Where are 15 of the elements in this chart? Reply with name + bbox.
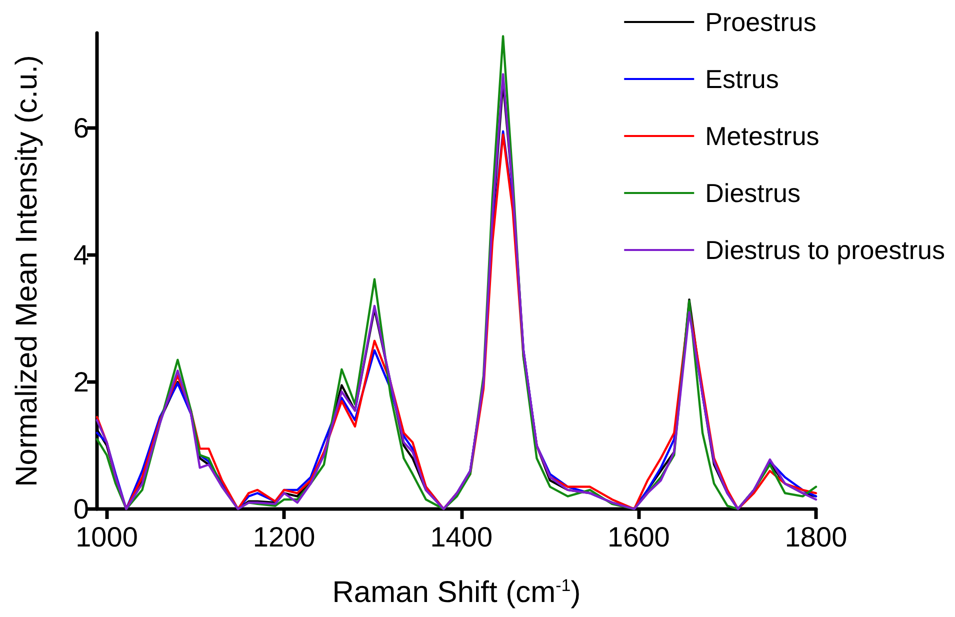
x-tick-label: 1400 xyxy=(430,522,493,552)
y-axis-title: Normalized Mean Intensity (c.u.) xyxy=(10,55,44,487)
y-tick-label: 2 xyxy=(73,366,89,398)
legend-label: Estrus xyxy=(705,64,779,94)
y-tick-label: 6 xyxy=(73,112,89,144)
x-tick-label: 1200 xyxy=(252,522,316,552)
legend-label: Diestrus to proestrus xyxy=(705,235,946,265)
x-tick-label: 1000 xyxy=(76,522,138,552)
y-tick-label: 4 xyxy=(73,240,89,271)
legend-label: Metestrus xyxy=(705,121,820,151)
legend-label: Diestrus xyxy=(705,178,800,208)
y-tick-label: 0 xyxy=(73,494,89,524)
x-tick-label: 1600 xyxy=(608,522,670,552)
legend-label: Proestrus xyxy=(705,7,816,37)
x-tick-label: 1800 xyxy=(784,522,848,552)
